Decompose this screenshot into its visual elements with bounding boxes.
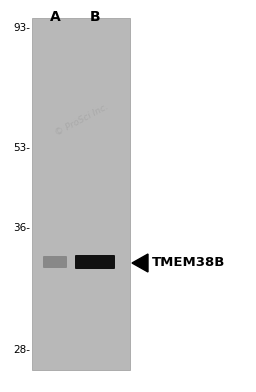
Text: 93-: 93-: [13, 23, 30, 33]
Text: 36-: 36-: [13, 223, 30, 233]
Text: 28-: 28-: [13, 345, 30, 355]
Text: A: A: [50, 10, 60, 24]
Text: B: B: [90, 10, 100, 24]
Text: TMEM38B: TMEM38B: [152, 256, 225, 270]
Polygon shape: [132, 254, 148, 272]
FancyBboxPatch shape: [75, 255, 115, 269]
Text: 53-: 53-: [13, 143, 30, 153]
Text: © ProSci Inc.: © ProSci Inc.: [54, 102, 110, 138]
FancyBboxPatch shape: [43, 256, 67, 268]
Bar: [32, 18, 130, 370]
